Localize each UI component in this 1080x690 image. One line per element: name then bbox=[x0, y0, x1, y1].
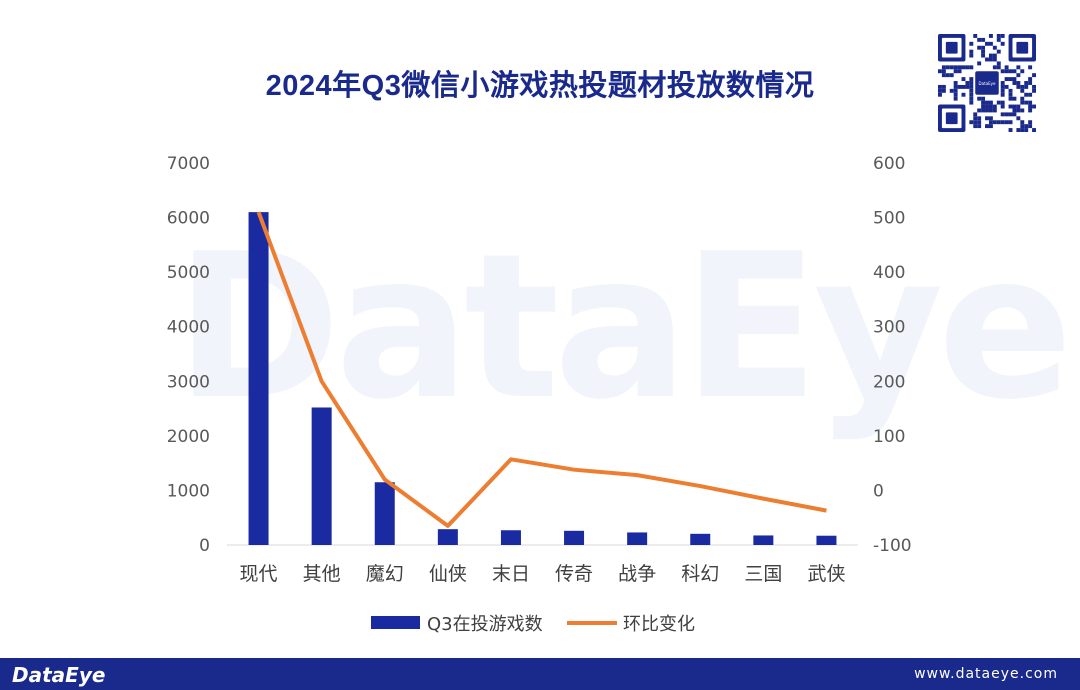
left-tick-label: 4000 bbox=[167, 318, 210, 338]
left-tick-label: 3000 bbox=[167, 372, 210, 392]
legend: Q3在投游戏数 环比变化 bbox=[371, 614, 695, 635]
right-axis: -100 0 100 200 300 400 500 600 bbox=[873, 154, 912, 556]
right-tick-label: 200 bbox=[873, 372, 905, 392]
right-tick-label: 0 bbox=[873, 481, 884, 501]
footer-url[interactable]: www.dataeye.com bbox=[914, 666, 1058, 682]
chart: 0 1000 2000 3000 4000 5000 6000 7000 -100 0 100 20… bbox=[167, 154, 912, 635]
category-label: 传奇 bbox=[555, 563, 593, 585]
category-label: 末日 bbox=[492, 563, 530, 585]
right-tick-label: 100 bbox=[873, 427, 905, 447]
left-tick-label: 6000 bbox=[167, 209, 210, 229]
left-tick-label: 2000 bbox=[167, 427, 210, 447]
right-tick-label: 400 bbox=[873, 263, 905, 283]
category-label: 科幻 bbox=[681, 563, 719, 585]
bar bbox=[248, 212, 269, 545]
legend-bar-label: Q3在投游戏数 bbox=[427, 614, 543, 635]
line-path bbox=[256, 211, 827, 528]
qr-center-label: DataEye bbox=[979, 81, 996, 86]
bar bbox=[374, 482, 395, 545]
legend-line-label: 环比变化 bbox=[623, 614, 695, 635]
category-label: 三国 bbox=[744, 563, 782, 585]
watermark: DataEye bbox=[175, 211, 1073, 444]
bar bbox=[690, 533, 711, 545]
right-tick-label: 600 bbox=[873, 154, 905, 174]
footer-logo: DataEye bbox=[12, 663, 106, 687]
legend-bar-swatch bbox=[371, 616, 420, 629]
bar bbox=[311, 407, 332, 545]
bar-series bbox=[248, 212, 837, 545]
right-tick-label: -100 bbox=[873, 536, 912, 556]
category-label: 其他 bbox=[303, 563, 341, 585]
category-label: 战争 bbox=[618, 563, 656, 585]
left-tick-label: 1000 bbox=[167, 481, 210, 501]
left-axis: 0 1000 2000 3000 4000 5000 6000 7000 bbox=[167, 154, 858, 556]
category-label: 现代 bbox=[240, 563, 278, 585]
left-tick-label: 0 bbox=[199, 536, 210, 556]
right-tick-label: 300 bbox=[873, 318, 905, 338]
bar bbox=[753, 535, 774, 545]
bar bbox=[564, 530, 585, 545]
left-tick-label: 7000 bbox=[167, 154, 210, 174]
bar bbox=[627, 532, 648, 545]
qr-code: DataEye bbox=[938, 34, 1036, 132]
qr-center-logo bbox=[975, 71, 999, 95]
category-label: 魔幻 bbox=[366, 563, 404, 585]
bar bbox=[437, 529, 458, 545]
category-axis: 现代 其他 魔幻 仙侠 末日 传奇 战争 科幻 三国 武侠 bbox=[240, 563, 846, 585]
category-label: 仙侠 bbox=[429, 563, 467, 585]
bar bbox=[500, 530, 521, 545]
line-series bbox=[256, 211, 827, 528]
footer-bar: DataEye www.dataeye.com bbox=[0, 658, 1080, 690]
left-tick-label: 5000 bbox=[167, 263, 210, 283]
chart-title: 2024年Q3微信小游戏热投题材投放数情况 bbox=[265, 70, 815, 102]
bar bbox=[816, 535, 837, 545]
right-tick-label: 500 bbox=[873, 209, 905, 229]
category-label: 武侠 bbox=[807, 563, 845, 585]
